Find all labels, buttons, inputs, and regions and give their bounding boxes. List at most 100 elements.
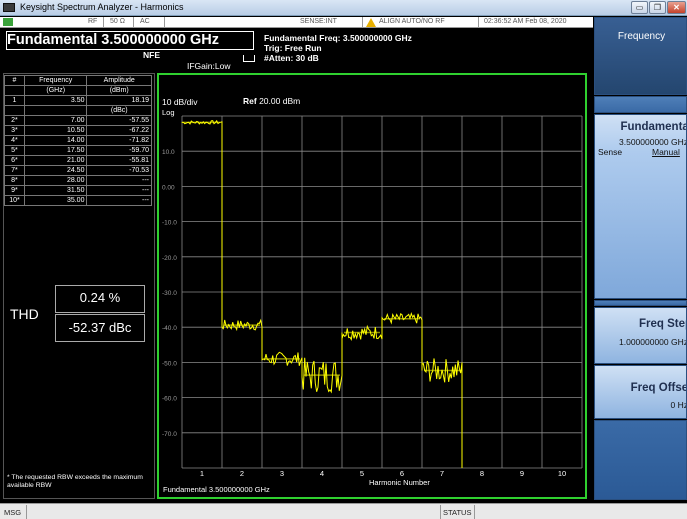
column-unit: (dBm) [86, 85, 152, 96]
row-amplitude: --- [86, 195, 152, 206]
row-frequency: 7.00 [23, 115, 88, 126]
thd-percent-value: 0.24 % [79, 290, 121, 305]
column-header: Frequency [23, 75, 88, 86]
row-frequency: 28.00 [23, 175, 88, 186]
divider [133, 17, 134, 28]
trigger-text: Trig: Free Run [264, 43, 322, 53]
x-tick-label: 10 [558, 469, 566, 478]
close-button[interactable]: ✕ [667, 1, 686, 14]
x-tick-label: 6 [400, 469, 404, 478]
rbw-footnote: * The requested RBW exceeds the maximum … [7, 474, 143, 489]
divider [474, 505, 475, 519]
column-unit: (GHz) [23, 85, 88, 96]
x-tick-label: 7 [440, 469, 444, 478]
row-amplitude: (dBc) [86, 105, 152, 116]
x-tick-label: 8 [480, 469, 484, 478]
row-index: 4* [4, 135, 25, 146]
harmonics-chart: 10.0 0.00 -10.0 -20.0 -30.0 -40.0 -50.0 -60.0 -7… [162, 115, 583, 478]
alignment-status: ALIGN AUTO/NO RF [379, 18, 445, 25]
row-index: 8* [4, 175, 25, 186]
x-tick-label: 2 [240, 469, 244, 478]
x-tick-label: 9 [520, 469, 524, 478]
y-tick-label: -20.0 [162, 255, 177, 262]
row-frequency: 3.50 [23, 95, 88, 106]
sense-mode-value[interactable]: Manual [652, 147, 680, 157]
row-frequency: 21.00 [23, 155, 88, 166]
scale-per-division: 10 dB/div [162, 97, 198, 107]
active-function-title: Fundamental 3.500000000 GHz [7, 32, 219, 48]
x-tick-label: 3 [280, 469, 284, 478]
loop-icon [243, 55, 255, 62]
divider [26, 505, 27, 519]
column-header: Amplitude [86, 75, 152, 86]
nfe-indicator: NFE [143, 50, 160, 60]
table-row: 2* 7.00 -57.55 [4, 115, 152, 126]
row-index: 7* [4, 165, 25, 176]
table-header-row: # Frequency Amplitude [4, 75, 152, 86]
reference-level: Ref 20.00 dBm [243, 96, 300, 106]
x-tick-label: 5 [360, 469, 364, 478]
row-index: 6* [4, 155, 25, 166]
softkey-blank[interactable] [594, 96, 687, 113]
freq-offset-value: 0 Hz [670, 400, 687, 410]
log-scale-label: Log [162, 108, 175, 117]
fundamental-softkey[interactable]: Fundamental 3.500000000 GHz Sense Manual [594, 114, 687, 299]
table-units-row: (GHz) (dBm) [4, 85, 152, 96]
softkey-blank[interactable] [594, 420, 687, 500]
sense-label: SENSE:INT [300, 18, 337, 25]
graph-window[interactable] [157, 73, 587, 499]
table-row: 3* 10.50 -67.22 [4, 125, 152, 136]
thd-dbc-value: -52.37 dBc [68, 320, 132, 335]
ref-value: 20.00 dBm [259, 96, 301, 106]
row-amplitude: -57.55 [86, 115, 152, 126]
warning-icon [366, 18, 376, 27]
instrument-icon [3, 18, 13, 26]
y-tick-label: -30.0 [162, 290, 177, 297]
row-amplitude: -59.70 [86, 145, 152, 156]
y-tick-label: -10.0 [162, 220, 177, 227]
y-tick-label: -50.0 [162, 360, 177, 367]
freq-step-value: 1.000000000 GHz [619, 337, 687, 347]
impedance-label: 50 Ω [110, 18, 125, 25]
active-function-box[interactable] [6, 31, 254, 50]
row-amplitude: --- [86, 185, 152, 196]
softkey-blank[interactable] [594, 300, 687, 306]
menu-title-text: Frequency [617, 31, 666, 42]
row-amplitude: -67.22 [86, 125, 152, 136]
x-tick-label: 1 [200, 469, 204, 478]
app-icon [3, 3, 15, 12]
status-bar: MSG STATUS [0, 503, 687, 519]
row-index [4, 105, 25, 116]
timestamp: 02:36:52 AM Feb 08, 2020 [484, 18, 567, 25]
divider [478, 17, 479, 28]
maximize-button[interactable]: ❐ [649, 1, 666, 14]
row-frequency: 24.50 [23, 165, 88, 176]
row-frequency: 14.00 [23, 135, 88, 146]
divider [103, 17, 104, 28]
row-index: 5* [4, 145, 25, 156]
fundamental-footer: Fundamental 3.500000000 GHz [163, 485, 270, 494]
row-index: 1 [4, 95, 25, 106]
divider [164, 17, 165, 28]
window-title: Keysight Spectrum Analyzer - Harmonics [20, 2, 184, 12]
status-label: STATUS [443, 508, 472, 517]
thd-percent-box [55, 285, 145, 313]
table-row: 1 3.50 18.19 [4, 95, 152, 106]
harmonics-table: # Frequency Amplitude (GHz) (dBm) 1 3.50 1… [4, 75, 152, 206]
message-label: MSG [4, 508, 22, 517]
x-tick-label: 4 [320, 469, 324, 478]
freq-step-softkey[interactable]: Freq Step 1.000000000 GHz [594, 307, 687, 364]
column-unit [4, 85, 25, 96]
ref-prefix: Ref [243, 96, 257, 106]
row-amplitude: -71.82 [86, 135, 152, 146]
row-amplitude: -55.81 [86, 155, 152, 166]
y-tick-label: 0.00 [162, 184, 175, 191]
freq-offset-title: Freq Offset [630, 382, 687, 394]
thd-label: THD [10, 306, 39, 322]
fundamental-softkey-value: 3.500000000 GHz [619, 137, 687, 147]
table-row: (dBc) [4, 105, 152, 116]
title-bar: Keysight Spectrum Analyzer - Harmonics ▭… [0, 0, 687, 16]
minimize-button[interactable]: ▭ [631, 1, 648, 14]
freq-step-title: Freq Step [638, 318, 687, 330]
freq-offset-softkey[interactable]: Freq Offset 0 Hz [594, 365, 687, 419]
